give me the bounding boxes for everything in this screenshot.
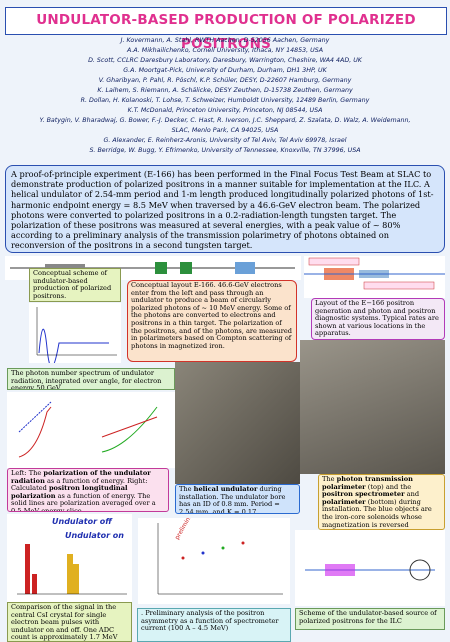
caption: The helical undulator during installatio… [175,484,300,514]
legend-label: Undulator off [52,517,113,526]
caption-text: The photon number spectrum of undulator … [11,369,162,390]
polarization-plots [7,392,175,468]
caption-text: and [404,490,420,499]
caption: Layout of the E−166 positron generation … [311,298,445,340]
author-line: A.A. Mikhailichenko, Cornell University,… [126,47,324,54]
caption-text: during installation. The undulator bore … [179,485,286,514]
caption-text: Conceptual scheme of undulator-based pro… [33,269,112,300]
caption: Comparison of the signal in the central … [7,602,132,642]
caption-text: Layout of the E−166 positron generation … [315,299,439,338]
photo-polarimeter [300,340,445,474]
caption-text: as a function of energy. The solid lines… [11,491,156,512]
caption-text: helical undulator [193,485,258,493]
caption-text: Comparison of the signal in the central … [11,603,118,642]
csi-histogram: Undulator off Undulator on [7,514,132,602]
author-line: G.A. Moortgat-Pick, University of Durham… [123,67,327,74]
caption-text: polarimeter [322,497,366,506]
caption-text: (top) and the [365,482,412,491]
author-line: SLAC, Menlo Park, CA 94025, USA [171,127,279,134]
caption: Left: The polarization of the undulator … [7,468,169,512]
caption-text: The [322,475,337,483]
authors: J. Kovermann, A. Stahl, RWTH Aachen, D-5… [0,36,450,156]
author-line: K. Laihem, S. Riemann, A. Schälicke, DES… [97,87,353,94]
author-line: Y. Batygin, V. Bharadwaj, G. Bower, F.-J… [39,117,411,124]
author-line: G. Alexander, E. Reinherz-Aronis, Univer… [103,137,347,144]
abstract: A proof-of-principle experiment (E-166) … [5,165,445,253]
caption: Conceptual layout E-166. 46.6-GeV electr… [127,280,297,362]
caption: The photon transmission polarimeter (top… [318,474,445,530]
title: UNDULATOR-BASED PRODUCTION OF POLARIZED … [5,7,447,52]
caption: . Preliminary analysis of the positron a… [137,608,291,642]
author-line: R. Dollan, H. Kolanoski, T. Lohse, T. Sc… [80,97,370,104]
caption-text: (bottom) during installation. The blue o… [322,497,432,529]
positron-layout-diagram [304,256,445,298]
photo-lab [175,362,300,484]
author-line: K.T. McDonald, Princeton University, Pri… [127,107,323,114]
legend-label: Undulator on [65,531,124,540]
caption: Conceptual scheme of undulator-based pro… [29,268,121,302]
caption-text: as a function of energy. Right: Calculat… [11,476,148,493]
caption-text: Left: The [11,469,44,477]
author-line: V. Gharibyan, P. Pahl, R. Pöschl, K.P. S… [98,77,352,84]
scheme-plot [29,303,121,363]
author-line: J. Kovermann, A. Stahl, RWTH Aachen, D-5… [120,37,330,44]
caption-text: The [179,485,194,493]
caption: Scheme of the undulator-based source of … [295,608,445,630]
caption-text: positron longitudinal polarization [11,484,128,500]
caption: The photon number spectrum of undulator … [7,368,175,390]
caption-text: positron spectrometer [322,490,405,499]
caption-text: Scheme of the undulator-based source of … [299,609,437,625]
author-line: D. Scott, CCLRC Daresbury Laboratory, Da… [88,57,362,64]
caption-text: . Preliminary analysis of the positron a… [141,609,279,633]
ilc-scheme [295,530,445,606]
author-line: S. Berridge, W. Bugg, Y. Efrimenko, Univ… [89,147,361,154]
caption-text: photon transmission polarimeter [322,475,413,491]
asymmetry-plot: preliminary [138,518,290,604]
caption-text: polarization of the undulator radiation [11,469,151,485]
caption-text: Conceptual layout E-166. 46.6-GeV electr… [131,281,293,350]
